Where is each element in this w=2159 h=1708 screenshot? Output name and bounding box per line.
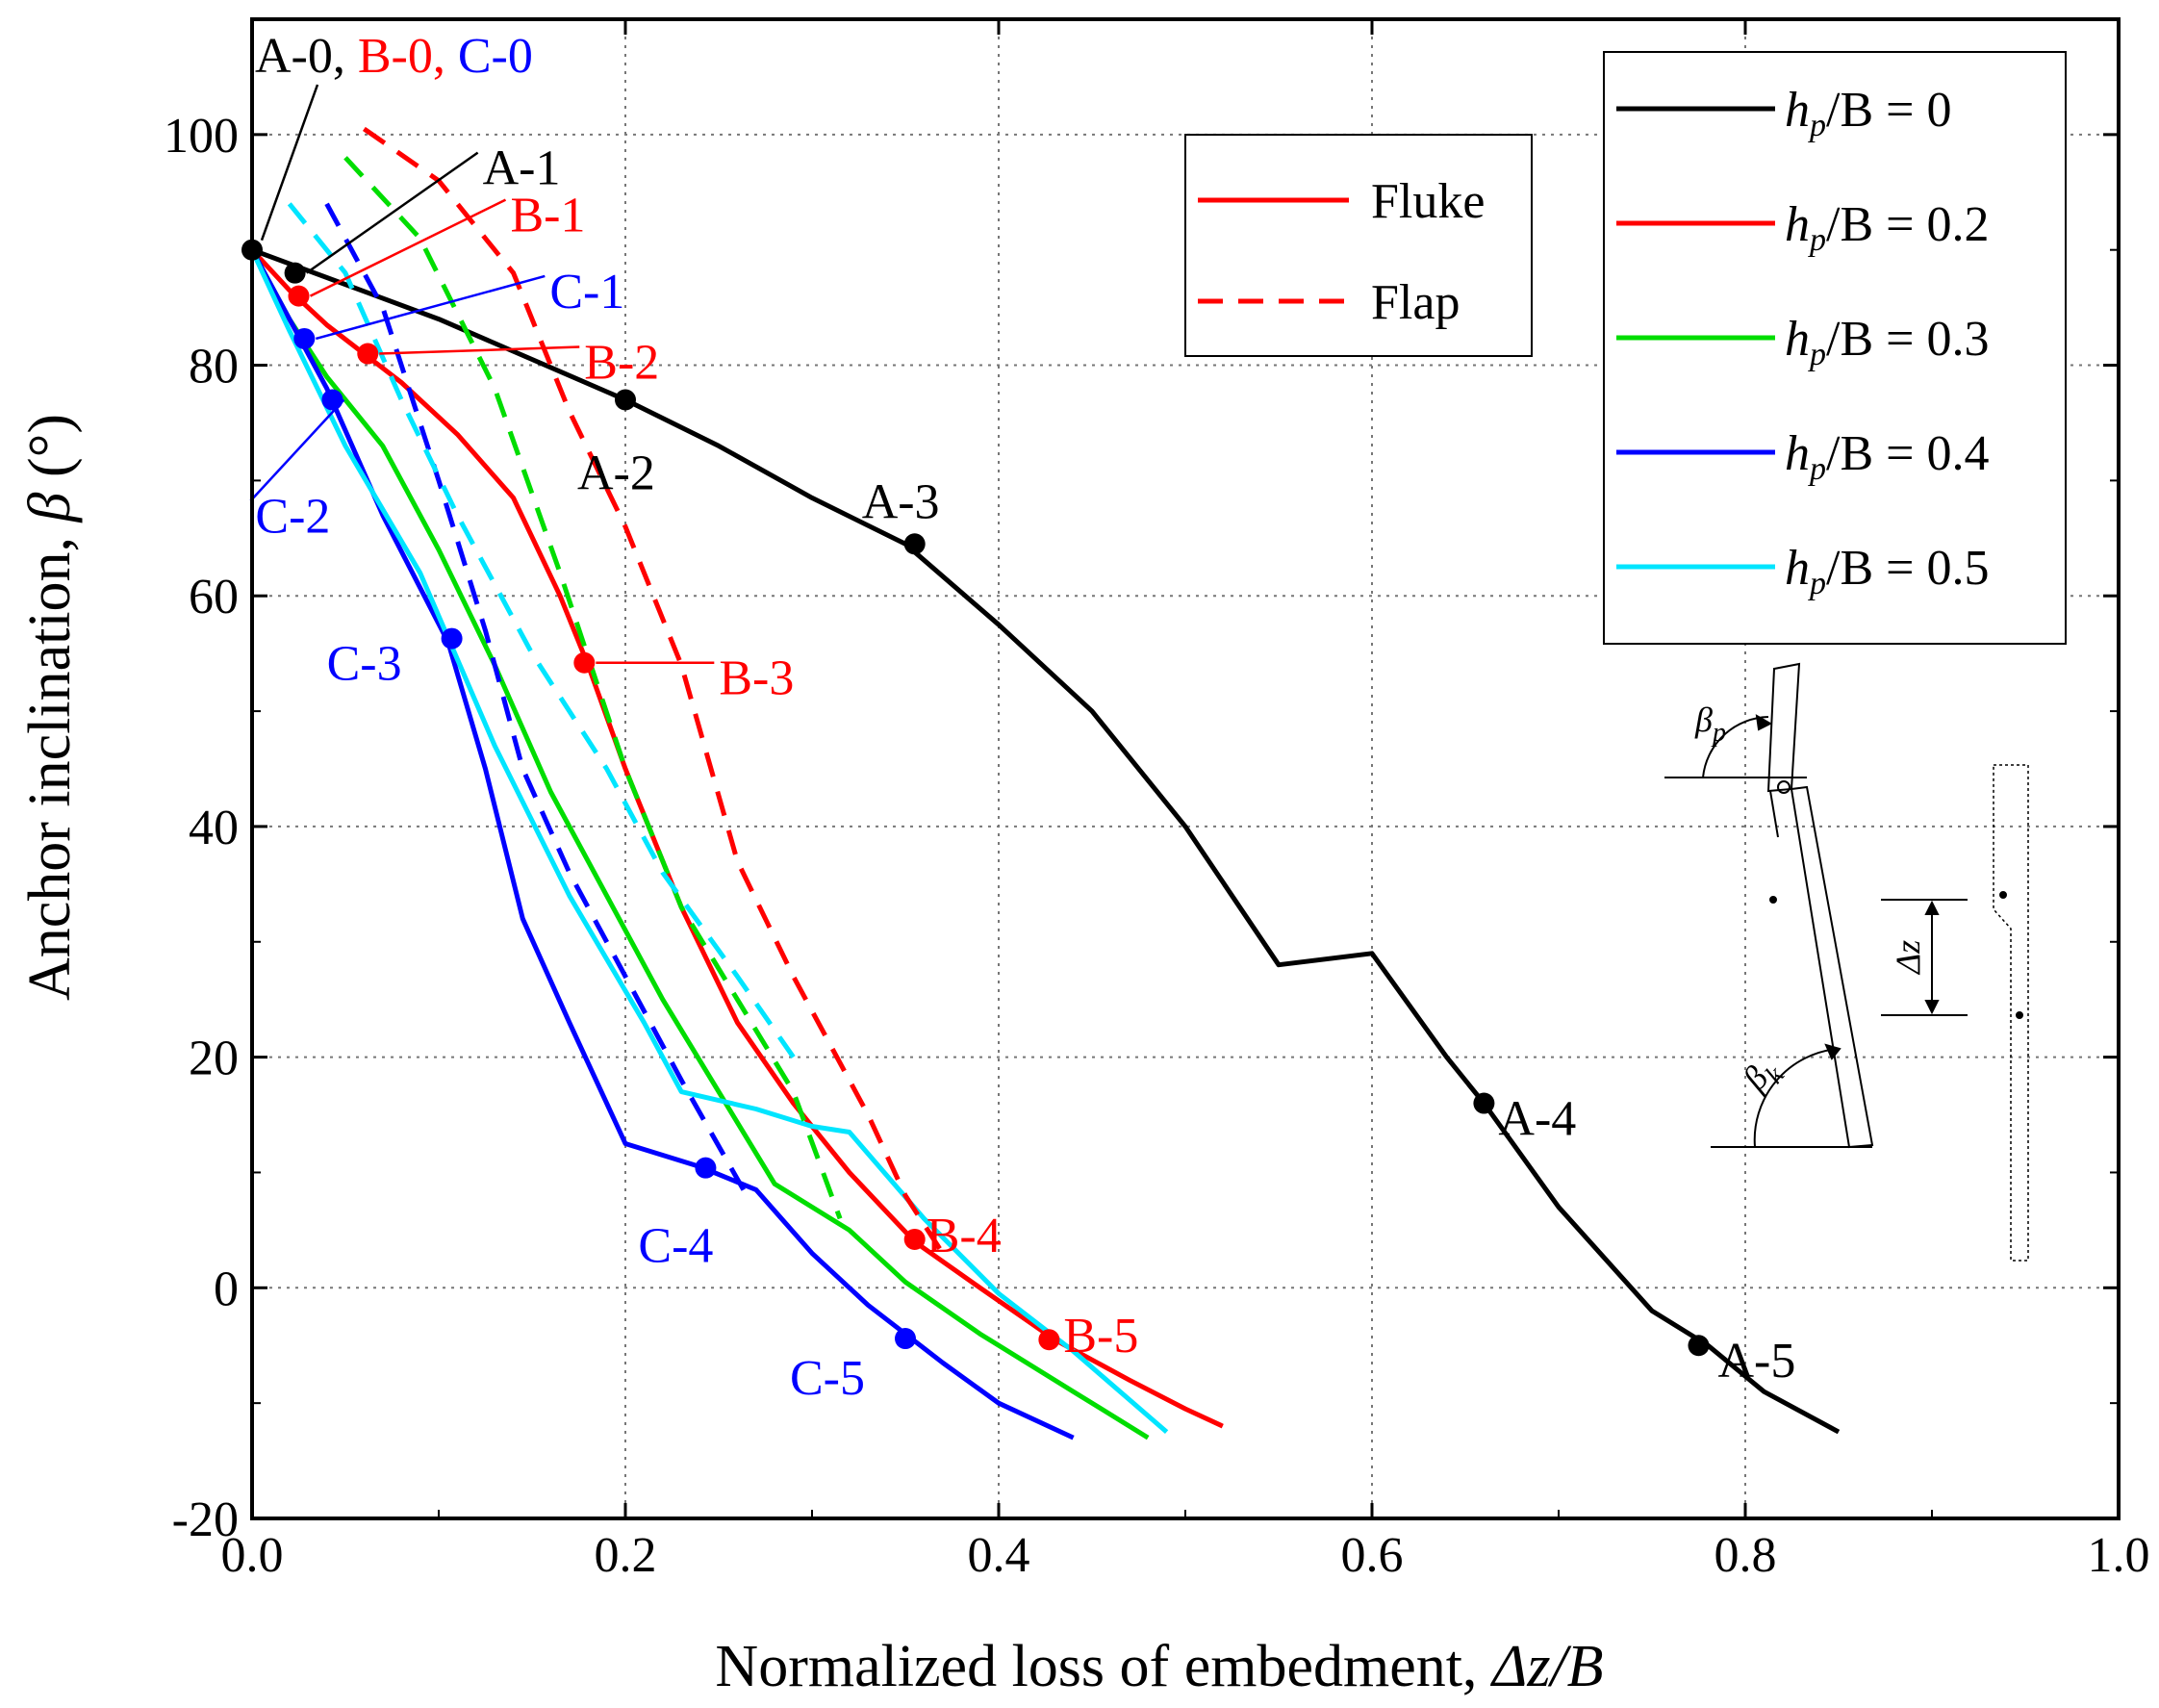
- diagram-label-delta-z: Δz: [1889, 940, 1927, 976]
- series-line-hp-b-0-3-flap: [343, 156, 843, 1220]
- diagram-side-view: [1993, 764, 2029, 1262]
- marker-c-1: [293, 327, 316, 349]
- y-tick-label: 20: [189, 1032, 239, 1086]
- legend-label-series: hp/B = 0: [1785, 83, 1951, 143]
- x-tick-label: 0.4: [968, 1528, 1030, 1583]
- marker-b-5: [1038, 1329, 1060, 1351]
- marker-label-b-3: B-3: [719, 651, 794, 706]
- diagram-hinge: [1777, 780, 1791, 794]
- marker-c-2: [321, 389, 343, 411]
- x-tick-label: 0.8: [1714, 1528, 1777, 1583]
- axes-group: 0.0 0.2 0.4 0.6 0.8 1.0 -20 0 20 40 60 80 100: [164, 17, 2150, 1583]
- series-line-hp-b-0-2-flap: [362, 126, 945, 1255]
- diagram-dz-head-down: [1924, 1000, 1940, 1015]
- marker-a-5: [1688, 1335, 1710, 1357]
- diagram-arc-k: [1753, 1048, 1839, 1148]
- diagram-side-dot-1: [1999, 891, 2007, 899]
- marker-label-a-3: A-3: [862, 474, 940, 529]
- arrow-c-2: [249, 398, 345, 502]
- x-tick-label: 0.6: [1341, 1528, 1404, 1583]
- y-tick-label: -20: [172, 1492, 239, 1547]
- marker-a-2: [615, 389, 636, 411]
- arrow-b-2: [379, 345, 580, 355]
- marker-label-a-5: A-5: [1718, 1334, 1796, 1389]
- series-line-hp-b-0-3-fluke: [249, 248, 1150, 1440]
- marker-c-4: [695, 1157, 717, 1179]
- marker-group: A-1 A-2 A-3 A-4 A-5 B-1 B-2 B-3 B-4 B-5 C-1 C-2 C-3 C…: [241, 84, 1796, 1406]
- series-legend: hp/B = 0 hp/B = 0.2 hp/B = 0.3 hp/B = 0.4 hp…: [1603, 51, 2067, 645]
- marker-label-a-1: A-1: [483, 141, 561, 196]
- marker-a-3: [903, 533, 926, 555]
- marker-label-c-1: C-1: [549, 265, 624, 319]
- series-line-hp-b-0-5-flap: [287, 202, 796, 1059]
- x-axis-title: Normalized loss of embedment, Δz/B: [715, 1634, 1603, 1699]
- diagram-arrow-k: [1824, 1043, 1842, 1060]
- legend-label-series: hp/B = 0.2: [1785, 197, 1989, 258]
- marker-b-2: [357, 343, 379, 365]
- marker-a-1: [284, 262, 306, 284]
- diagram-label-beta-p: βp: [1694, 701, 1726, 748]
- origin-annotation: A-0, B-0, C-0: [255, 29, 533, 84]
- diagram-side-dot-2: [2016, 1011, 2023, 1019]
- marker-label-c-5: C-5: [790, 1351, 865, 1406]
- y-axis-title: Anchor inclination, β (°): [17, 414, 83, 1001]
- series-line-hp-b-0-2-fluke: [250, 248, 1224, 1429]
- series-line-hp-b-0-5-fluke: [249, 248, 1169, 1434]
- style-legend-box: [1184, 134, 1533, 357]
- marker-a-4: [1473, 1092, 1495, 1114]
- diagram-fluke-dot: [1769, 896, 1777, 904]
- marker-label-c-2: C-2: [255, 489, 330, 544]
- marker-label-b-2: B-2: [584, 336, 659, 391]
- diagram-pin: [1769, 790, 1779, 838]
- diagram-arrow-p: [1755, 714, 1773, 731]
- arrow-a-1: [305, 151, 479, 274]
- line-style-legend: Fluke Flap: [1184, 134, 1533, 357]
- marker-c-3: [441, 627, 463, 650]
- series-line-hp-b-0-fluke: [251, 247, 1841, 1435]
- marker-b-1: [288, 285, 310, 307]
- marker-label-b-5: B-5: [1063, 1309, 1138, 1364]
- diagram-dz-head-up: [1924, 900, 1940, 915]
- legend-label-series: hp/B = 0.3: [1785, 312, 1989, 372]
- series-line-hp-b-0-4-flap: [324, 202, 749, 1197]
- legend-label-series: hp/B = 0.4: [1785, 426, 1989, 487]
- x-tick-label: 0.2: [595, 1528, 657, 1583]
- arrow-b-1: [309, 198, 507, 297]
- marker-label-c-4: C-4: [638, 1219, 713, 1274]
- grid-lines: [252, 19, 2119, 1518]
- y-tick-label: 80: [189, 340, 239, 395]
- y-tick-label: 60: [189, 570, 239, 625]
- diagram-flap: [1766, 662, 1801, 793]
- x-tick-label: 0.0: [221, 1528, 284, 1583]
- marker-b-4: [903, 1228, 926, 1250]
- arrow-a-0: [260, 84, 319, 242]
- series-legend-box: [1603, 51, 2067, 645]
- legend-label-flap: Flap: [1371, 275, 1460, 330]
- anchor-diagram: [1664, 662, 2029, 1262]
- marker-label-b-1: B-1: [511, 189, 586, 243]
- marker-b-3: [573, 651, 596, 674]
- marker-label-a-2: A-2: [577, 446, 655, 500]
- marker-label-b-4: B-4: [927, 1209, 1002, 1263]
- legend-label-fluke: Fluke: [1371, 174, 1485, 229]
- series-line-hp-b-0-4-fluke: [249, 248, 1075, 1440]
- y-tick-label: 0: [214, 1262, 239, 1316]
- marker-label-c-3: C-3: [327, 637, 402, 692]
- series-group: [249, 126, 1841, 1440]
- x-tick-label: 1.0: [2088, 1528, 2150, 1583]
- y-tick-label: 100: [164, 109, 239, 164]
- marker-label-a-4: A-4: [1498, 1092, 1576, 1147]
- arrow-c-1: [315, 274, 546, 341]
- legend-label-series: hp/B = 0.5: [1785, 541, 1989, 601]
- marker-c-5: [895, 1328, 916, 1350]
- diagram-fluke: [1790, 785, 1874, 1149]
- y-tick-label: 40: [189, 801, 239, 855]
